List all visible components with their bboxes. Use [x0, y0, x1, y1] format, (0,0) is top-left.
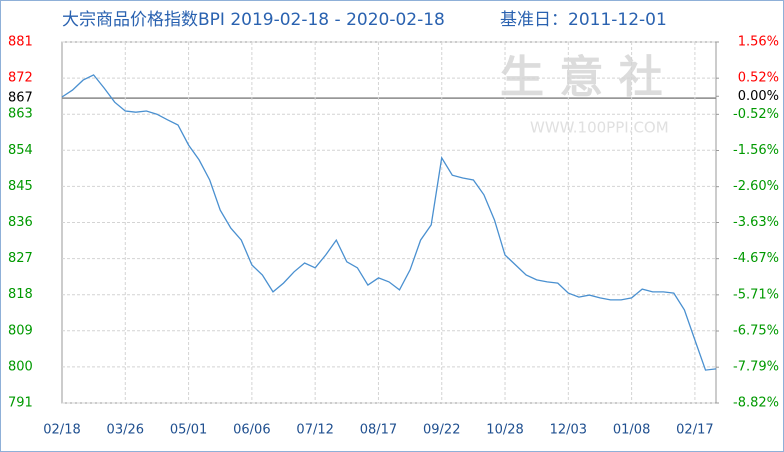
y-tick-label: 800: [8, 359, 33, 374]
y2-tick-label: -1.56%: [733, 143, 779, 158]
x-tick-label: 10/28: [486, 423, 523, 438]
y-tick-label: 809: [8, 323, 33, 338]
y2-tick-label: -7.79%: [733, 360, 779, 375]
y-tick-label: 881: [8, 35, 33, 50]
y-tick-label: 854: [8, 143, 33, 158]
y2-tick-label: -3.63%: [733, 215, 779, 230]
x-tick-label: 02/17: [676, 423, 713, 438]
y2-tick-label: -6.75%: [733, 324, 779, 339]
x-tick-label: 01/08: [613, 423, 650, 438]
line-series: [61, 74, 717, 371]
y-tick-label: 845: [8, 179, 33, 194]
y2-tick-label: 0.00%: [738, 89, 779, 104]
y2-tick-label: -4.67%: [733, 251, 779, 266]
chart-title: 大宗商品价格指数BPI 2019-02-18 - 2020-02-18: [62, 10, 445, 30]
y-tick-label: 867: [8, 91, 33, 106]
y2-tick-label: -2.60%: [733, 179, 779, 194]
y-tick-label: 836: [8, 215, 33, 230]
y-tick-label: 872: [8, 71, 33, 86]
x-tick-label: 07/12: [296, 423, 333, 438]
y2-tick-label: -8.82%: [733, 396, 779, 411]
y2-tick-label: -5.71%: [733, 287, 779, 302]
x-tick-label: 08/17: [360, 423, 397, 438]
x-tick-label: 06/06: [233, 423, 270, 438]
watermark-url: WWW.100PPI.COM: [530, 119, 669, 137]
y-tick-label: 818: [8, 287, 33, 302]
x-tick-label: 03/26: [107, 423, 144, 438]
x-tick-label: 09/22: [423, 423, 460, 438]
y-tick-label: 863: [8, 107, 33, 122]
chart-subtitle: 基准日：2011-12-01: [500, 10, 667, 30]
y2-tick-label: -0.52%: [733, 107, 779, 122]
watermark: 生 意 社: [500, 52, 663, 103]
y-tick-label: 791: [8, 396, 33, 411]
y2-tick-label: 0.52%: [738, 71, 779, 86]
x-tick-label: 05/01: [170, 423, 207, 438]
x-tick-label: 02/18: [43, 423, 80, 438]
y-tick-label: 827: [8, 251, 33, 266]
x-tick-label: 12/03: [550, 423, 587, 438]
y2-tick-label: 1.56%: [738, 35, 779, 50]
